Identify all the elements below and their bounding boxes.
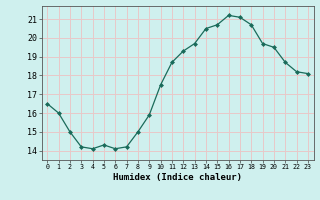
X-axis label: Humidex (Indice chaleur): Humidex (Indice chaleur): [113, 173, 242, 182]
